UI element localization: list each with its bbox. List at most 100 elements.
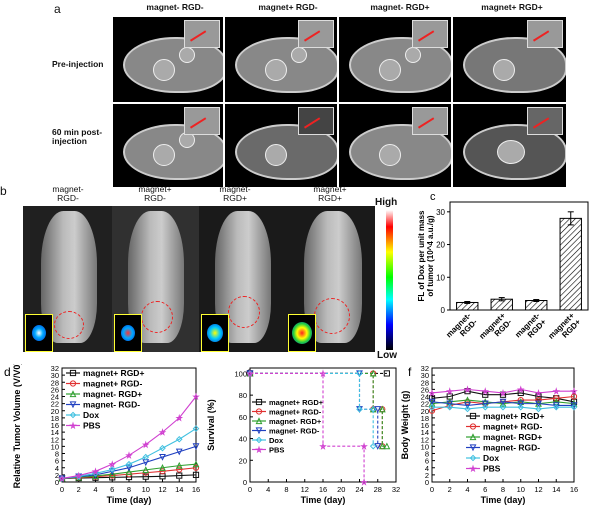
data-point (192, 425, 200, 432)
mri-image (225, 104, 337, 187)
data-point (570, 399, 578, 407)
data-point (445, 387, 454, 395)
panel-letter-d: d (4, 365, 11, 379)
legend-marker (69, 390, 77, 398)
data-point (192, 471, 200, 478)
y-tick-label: 10 (436, 273, 445, 282)
legend-label: magnet- RGD- (483, 443, 540, 453)
y-tick-label: 2 (55, 471, 59, 480)
data-point (360, 478, 368, 486)
legend-label: magnet+ RGD- (269, 408, 322, 417)
data-point (534, 388, 543, 397)
data-point (192, 464, 200, 471)
col-label-a-3: magnet- RGD+ (370, 2, 430, 12)
x-tick-label: 2 (448, 485, 452, 494)
data-point (192, 443, 200, 451)
data-point (192, 392, 200, 401)
legend-label: Dox (83, 410, 99, 420)
y-tick-label: 24 (51, 393, 59, 402)
category-label: magnet-RGD+ (513, 311, 548, 346)
data-point (125, 451, 133, 459)
mouse-image (112, 206, 199, 352)
legend-marker (69, 401, 77, 409)
data-point (159, 464, 166, 471)
data-point (463, 385, 472, 394)
legend-marker (469, 444, 477, 452)
y-tick-label: 18 (51, 414, 59, 423)
data-point (553, 395, 560, 402)
data-point (159, 444, 166, 452)
x-tick-label: 4 (465, 485, 469, 494)
legend-marker (255, 445, 263, 454)
x-tick-label: 8 (284, 485, 288, 494)
x-tick-label: 16 (570, 485, 578, 494)
x-tick-label: 12 (301, 485, 309, 494)
x-axis-label: Time (day) (301, 495, 346, 505)
series-line (431, 401, 574, 406)
data-point (552, 387, 561, 395)
legend-marker (255, 417, 263, 425)
x-tick-label: 8 (127, 485, 131, 494)
data-point (369, 442, 377, 450)
mri-image (113, 104, 223, 187)
data-point (517, 400, 525, 408)
data-point (175, 461, 183, 469)
col-label-a-4: magnet+ RGD+ (481, 2, 543, 12)
data-point (108, 470, 116, 478)
data-point (319, 442, 327, 450)
panel-letter-c: c (430, 191, 436, 203)
x-tick-label: 12 (158, 485, 166, 494)
series-line (61, 463, 197, 479)
panel-letter-b: b (0, 184, 7, 198)
y-tick-label: 20 (239, 456, 247, 465)
series-line (432, 406, 574, 410)
y-axis-label-line: of tumor (10^4 a.u./g) (426, 215, 435, 296)
y-tick-label: 26 (421, 385, 429, 394)
legend-label: PBS (483, 464, 501, 474)
y-tick-label: 4 (425, 464, 429, 473)
series-line (250, 372, 365, 482)
y-tick-label: 22 (51, 400, 59, 409)
data-point (499, 399, 507, 407)
data-point (570, 387, 578, 395)
y-tick-label: 8 (425, 450, 429, 459)
y-axis-label: Relative Tumor Volume (V/V0) (12, 364, 22, 488)
x-tick-label: 20 (337, 485, 345, 494)
legend-marker (69, 411, 77, 419)
y-tick-label: 2 (425, 471, 429, 480)
category-label: magnet-RGD- (444, 311, 479, 346)
x-tick-label: 28 (374, 485, 382, 494)
data-point (446, 400, 454, 408)
y-tick-label: 20 (421, 407, 429, 416)
y-tick-label: 16 (421, 421, 429, 430)
data-point (175, 448, 183, 456)
x-tick-label: 12 (534, 485, 542, 494)
row-label-pre: Pre-injection (52, 59, 104, 69)
data-point (356, 370, 363, 377)
y-tick-label: 10 (421, 442, 429, 451)
data-point (517, 403, 525, 411)
bar (559, 217, 582, 311)
legend-label: magnet- RGD+ (269, 417, 322, 426)
mouse-image (286, 206, 375, 352)
y-tick-label: 30 (51, 371, 59, 380)
x-tick-label: 8 (501, 485, 505, 494)
series-line (61, 445, 197, 479)
data-point (175, 413, 184, 422)
legend-marker (469, 464, 477, 473)
data-point (481, 403, 489, 411)
data-point (125, 460, 133, 468)
data-point (159, 453, 166, 461)
colorbar (386, 210, 393, 350)
y-tick-label: 14 (51, 428, 59, 437)
x-tick-label: 0 (60, 485, 64, 494)
data-point (481, 387, 490, 395)
y-tick-label: 12 (421, 435, 429, 444)
x-tick-label: 2 (77, 485, 81, 494)
mri-image (225, 17, 337, 102)
y-tick-label: 20 (51, 407, 59, 416)
y-tick-label: 32 (51, 364, 59, 373)
legend-marker (69, 421, 77, 430)
data-point (535, 396, 542, 404)
